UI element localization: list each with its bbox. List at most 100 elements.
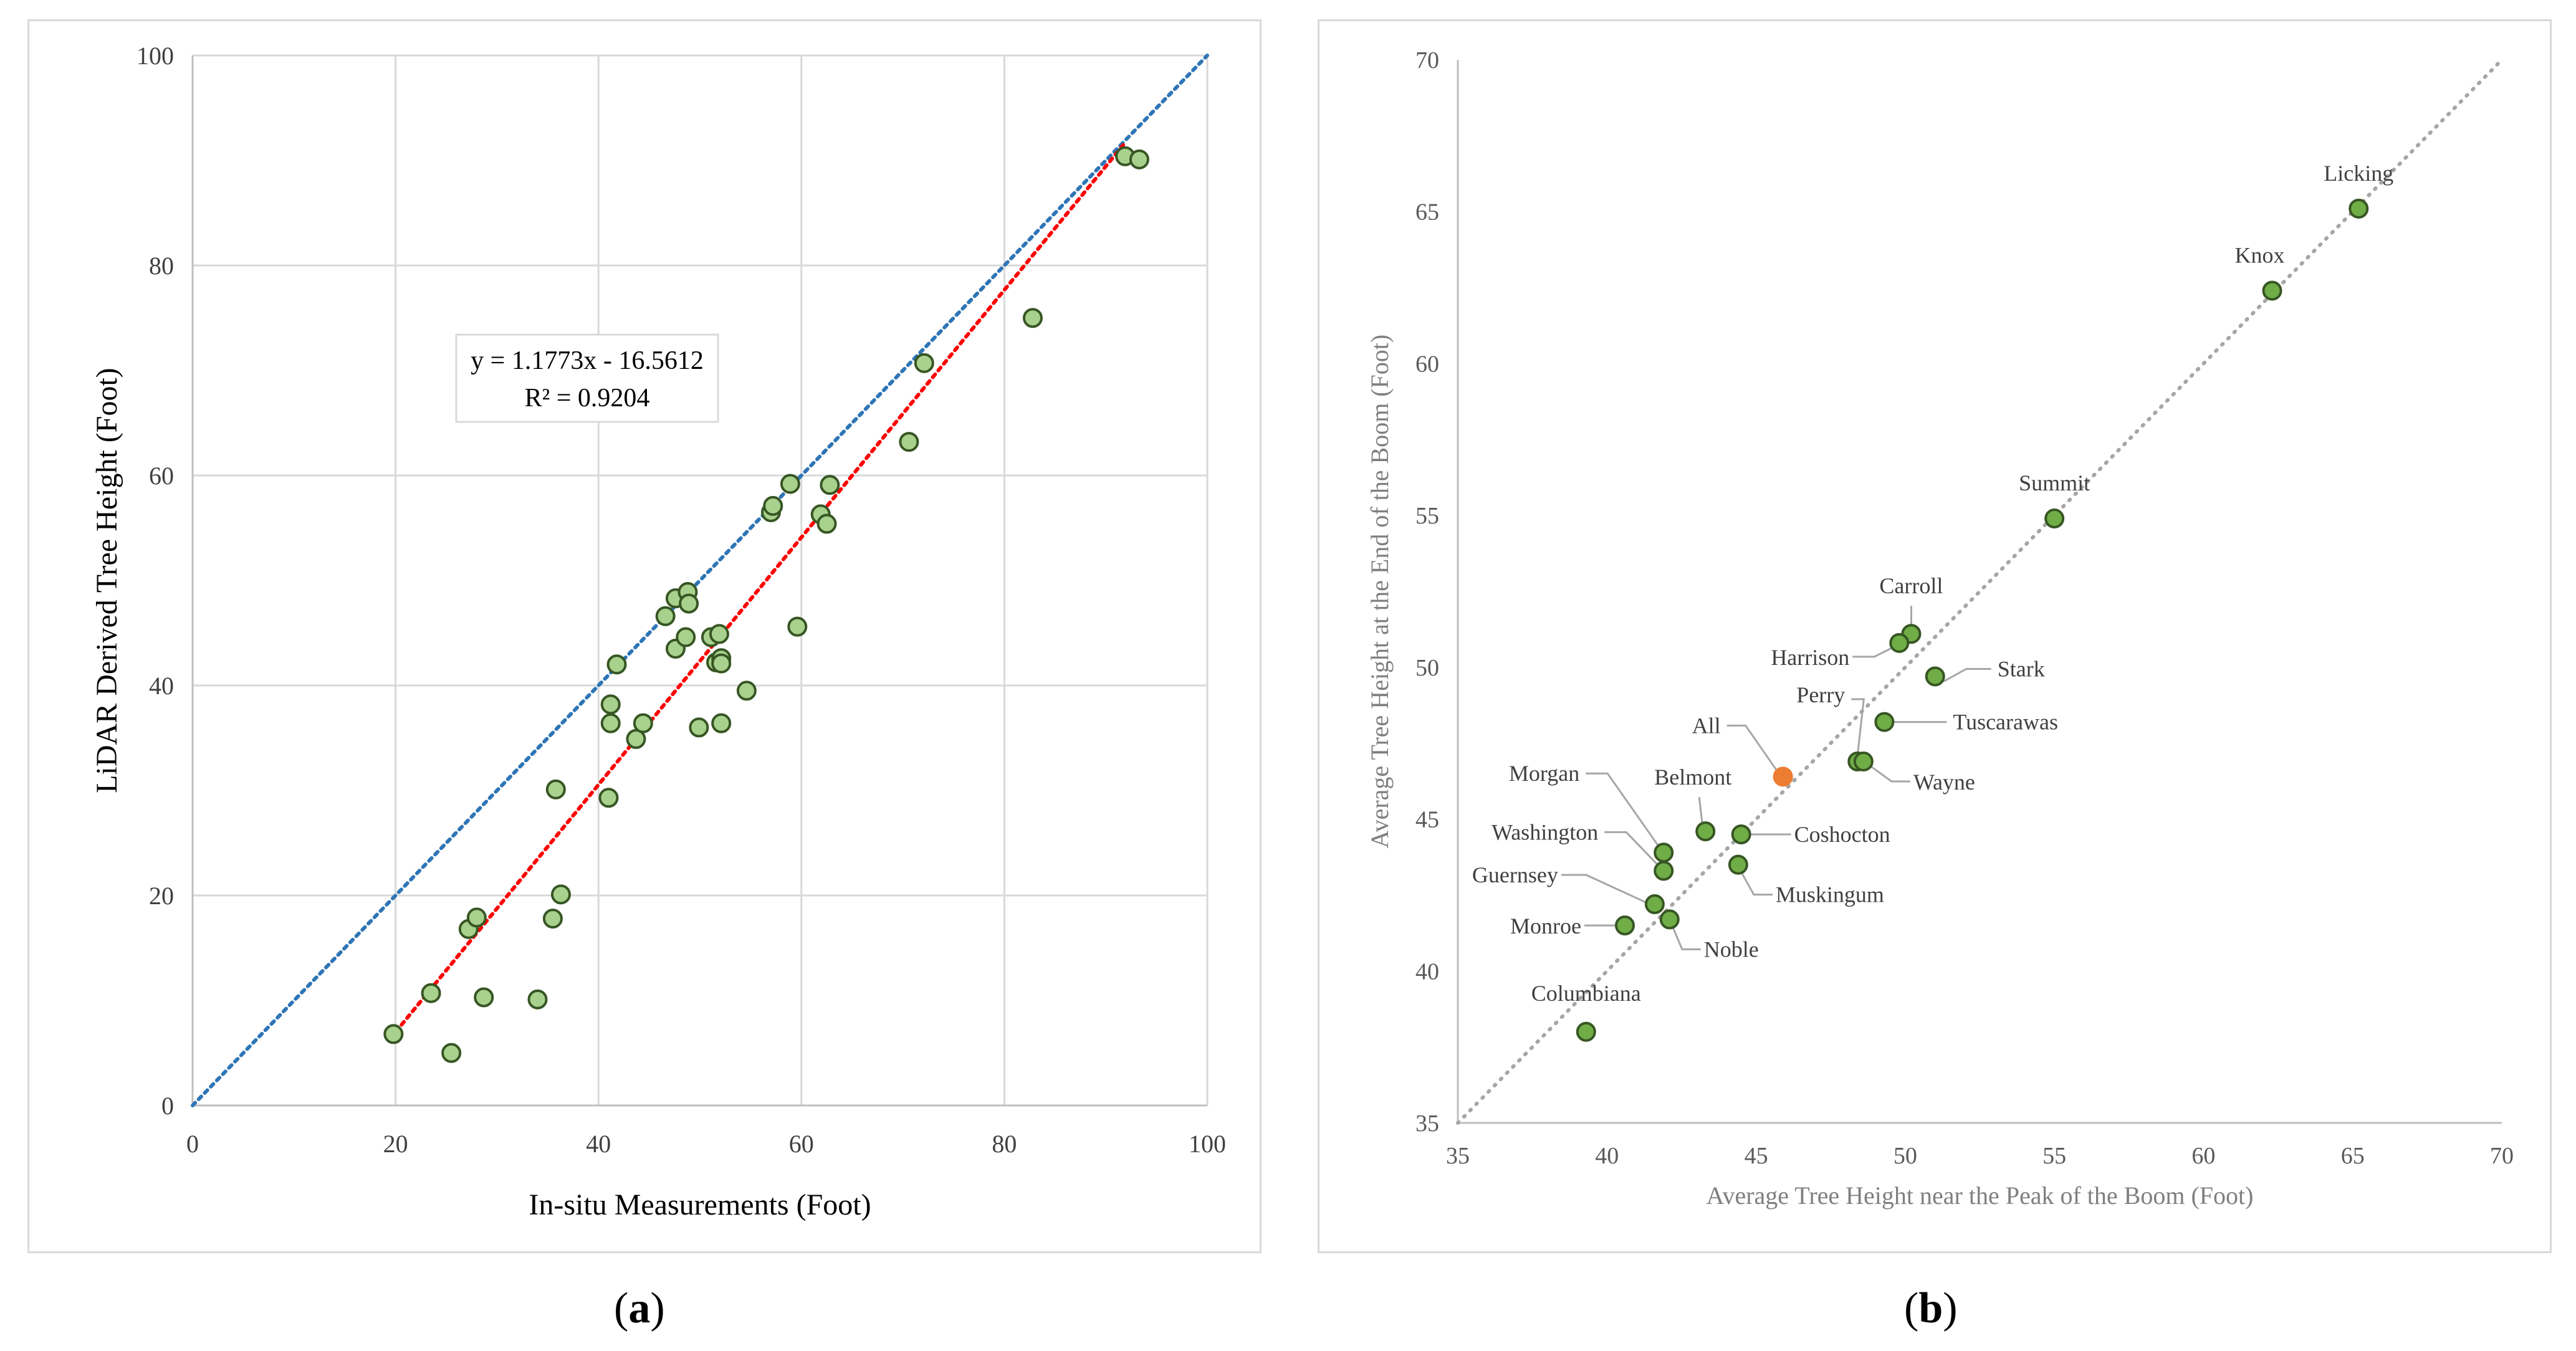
point-label: Belmont: [1654, 765, 1731, 790]
chart-panel-b: 35 40 45 50 55 60 65 70 35 40 45 50 55 60 65 70 Average …: [1318, 19, 2552, 1253]
data-point: [1644, 894, 1665, 915]
leader-line: [1852, 647, 1892, 658]
x-tick-label: 40: [586, 1130, 611, 1158]
point-label: Carroll: [1879, 573, 1943, 598]
data-point: [1874, 712, 1895, 732]
data-point: [1654, 843, 1674, 863]
data-point: [816, 513, 837, 534]
point-label: Licking: [2324, 161, 2393, 186]
point-label: Columbiana: [1531, 981, 1641, 1006]
data-point: [466, 907, 487, 928]
leader-line: [1672, 926, 1701, 950]
data-point: [914, 353, 934, 373]
y-tick-label: 40: [1415, 958, 1439, 985]
x-axis-label: In-situ Measurements (Foot): [529, 1188, 871, 1221]
data-point: [2262, 280, 2282, 301]
scatter-chart-a: 0 20 40 60 80 100 0 20 40 60 80 100 In-situ Measurem…: [90, 42, 1226, 1221]
point-label: Tuscarawas: [1953, 710, 2058, 735]
x-tick-label: 55: [2042, 1143, 2066, 1169]
equation-box: [455, 333, 719, 423]
point-label: Harrison: [1771, 645, 1849, 670]
data-point: [2349, 198, 2369, 219]
one-to-one-line: [191, 54, 1209, 1107]
y-tick-label: 80: [149, 252, 174, 280]
data-point: [655, 606, 676, 626]
point-label: Washington: [1491, 819, 1598, 844]
data-point: [1022, 308, 1043, 328]
x-tick-label: 70: [2490, 1143, 2514, 1169]
leader-line: [1870, 765, 1910, 783]
y-tick-label: 55: [1415, 503, 1439, 529]
data-point: [1129, 149, 1149, 169]
data-point: [606, 654, 627, 675]
y-tick-label: 35: [1415, 1110, 1439, 1137]
x-tick-label: 100: [1189, 1130, 1226, 1158]
data-point: [1925, 666, 1945, 687]
leader-line: [1698, 796, 1703, 824]
point-label: Knox: [2235, 242, 2285, 267]
point-label: Monroe: [1510, 914, 1581, 938]
y-tick-label: 40: [149, 672, 174, 700]
point-label: Muskingum: [1776, 882, 1884, 907]
data-point: [1615, 915, 1635, 936]
data-point: [550, 884, 571, 905]
leader-line: [1851, 698, 1865, 756]
data-point: [899, 432, 919, 452]
y-tick-label: 45: [1415, 807, 1439, 833]
point-label: Perry: [1796, 682, 1845, 707]
y-tick-label: 70: [1415, 47, 1439, 74]
reference-line: [1456, 58, 2504, 1125]
point-label: Coshocton: [1794, 822, 1890, 847]
data-point: [1853, 751, 1874, 771]
x-tick-label: 0: [186, 1130, 199, 1158]
data-point: [736, 680, 757, 701]
point-label: Wayne: [1913, 770, 1975, 795]
y-tick-label: 60: [149, 462, 174, 490]
data-point: [709, 624, 729, 644]
leader-line: [1740, 871, 1773, 896]
data-point: [780, 474, 800, 494]
caption-a: (a): [614, 1284, 665, 1332]
caption-b: (b): [1904, 1284, 1958, 1332]
y-tick-label: 20: [149, 882, 174, 910]
data-point: [527, 989, 548, 1010]
data-point: [545, 779, 566, 800]
x-tick-label: 80: [992, 1130, 1017, 1158]
data-point: [1728, 854, 1748, 875]
data-point: [421, 983, 441, 1003]
data-point: [711, 653, 732, 674]
data-point: [1889, 633, 1910, 653]
data-point: [542, 909, 563, 929]
data-point: [787, 616, 808, 637]
data-point: [2044, 508, 2065, 529]
y-tick-label: 60: [1415, 351, 1439, 377]
x-tick-label: 40: [1595, 1143, 1619, 1169]
leader-line: [1943, 667, 1991, 682]
point-label: Noble: [1704, 937, 1759, 962]
point-label: Morgan: [1509, 761, 1579, 786]
x-tick-label: 50: [1894, 1143, 1917, 1169]
y-tick-label: 65: [1415, 199, 1439, 226]
data-point: [598, 788, 619, 808]
point-label: All: [1692, 713, 1721, 738]
y-tick-label: 50: [1415, 655, 1439, 681]
equation-text: y = 1.1773x - 16.5612: [471, 346, 704, 375]
x-axis-label: Average Tree Height near the Peak of the…: [1707, 1182, 2254, 1210]
scatter-chart-b: 35 40 45 50 55 60 65 70 35 40 45 50 55 60 65 70 Average …: [1366, 47, 2514, 1210]
chart-panel-a: 0 20 40 60 80 100 0 20 40 60 80 100 In-situ Measurem…: [27, 19, 1262, 1253]
y-tick-label: 0: [161, 1092, 174, 1120]
leader-line: [1561, 874, 1648, 904]
data-point: [1659, 909, 1680, 930]
trendline: [388, 140, 1128, 1041]
point-label: Stark: [1998, 656, 2045, 681]
leader-line: [1726, 724, 1778, 771]
x-tick-label: 60: [789, 1130, 814, 1158]
leader-line: [1604, 831, 1660, 867]
data-point: [679, 593, 699, 614]
data-point: [820, 475, 840, 495]
leader-line: [1586, 772, 1660, 847]
x-tick-label: 45: [1745, 1143, 1768, 1169]
x-tick-label: 60: [2191, 1143, 2215, 1169]
x-tick-label: 20: [383, 1130, 408, 1158]
data-point: [711, 713, 732, 733]
